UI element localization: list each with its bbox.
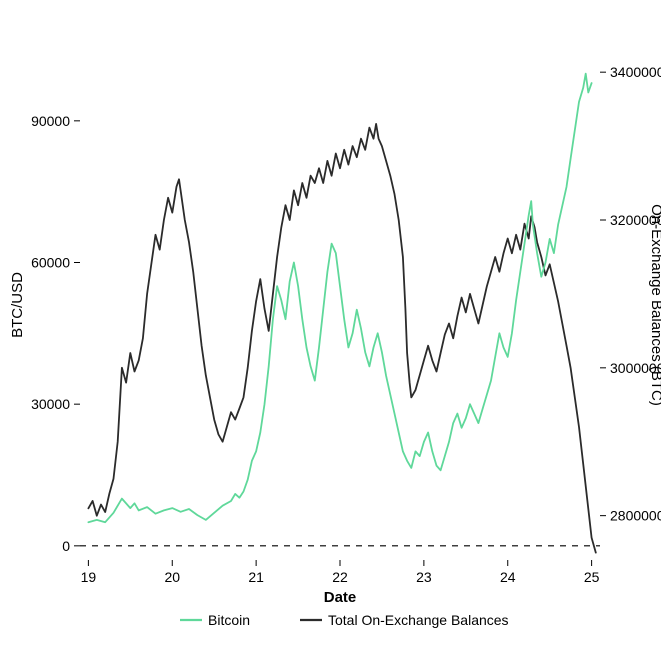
y-left-tick-label: 60000 — [31, 255, 70, 271]
series-balances — [88, 124, 595, 553]
y-left-tick-label: 30000 — [31, 396, 70, 412]
x-axis-label: Date — [324, 589, 357, 606]
x-tick-label: 23 — [416, 569, 432, 585]
x-tick-label: 21 — [248, 569, 264, 585]
y-right-axis-label: On-Exchange Balances (BTC) — [648, 204, 661, 406]
x-tick-label: 22 — [332, 569, 348, 585]
chart-container: 1920212223242503000060000900002800000300… — [0, 0, 661, 661]
legend-label: Total On-Exchange Balances — [328, 612, 509, 628]
x-tick-label: 20 — [164, 569, 180, 585]
y-right-tick-label: 2800000 — [610, 508, 661, 524]
x-tick-label: 24 — [500, 569, 516, 585]
x-tick-label: 25 — [584, 569, 600, 585]
legend-label: Bitcoin — [208, 612, 250, 628]
chart-svg: 1920212223242503000060000900002800000300… — [0, 0, 661, 661]
legend: Bitcoin Total On-Exchange Balances — [180, 612, 509, 628]
y-left-tick-label: 90000 — [31, 113, 70, 129]
y-right-tick-label: 3400000 — [610, 64, 661, 80]
series-bitcoin — [88, 74, 591, 523]
y-left-axis-label: BTC/USD — [9, 272, 26, 338]
y-left-tick-label: 0 — [62, 538, 70, 554]
x-tick-label: 19 — [81, 569, 97, 585]
